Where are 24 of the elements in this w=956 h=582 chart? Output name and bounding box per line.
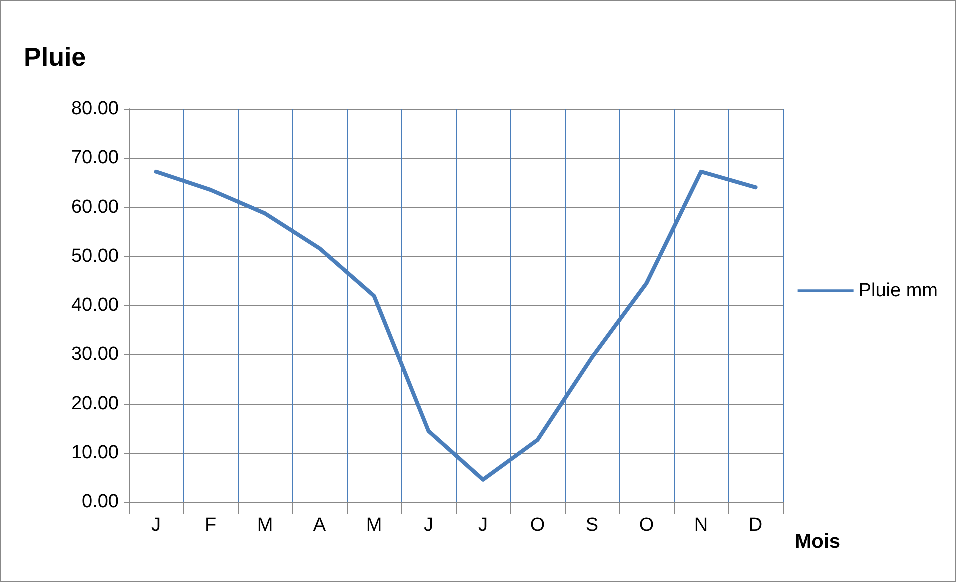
y-tick-label: 80.00 [71,98,119,120]
y-tick-label: 60.00 [71,196,119,218]
chart-title: Pluie [24,42,86,72]
x-tick-label: F [204,515,217,536]
y-tick-label: 10.00 [71,442,119,464]
legend-label: Pluie mm [858,280,938,302]
y-tick-label: 20.00 [71,393,119,414]
x-tick-label: J [478,515,488,536]
x-tick-label: A [313,515,326,536]
x-tick-label: S [586,515,599,536]
y-tick-label: 30.00 [71,344,119,366]
x-tick-label: J [424,515,434,536]
x-tick-label: N [694,515,708,536]
x-tick-label: M [257,515,274,536]
x-tick-label: M [366,515,382,536]
x-axis-title: Mois [795,531,841,553]
y-tick-label: 0.00 [82,492,119,512]
x-tick-label: O [639,515,654,536]
x-tick-label: D [748,515,763,536]
y-tick-label: 50.00 [71,246,119,267]
x-tick-label: O [530,515,546,536]
x-tick-label: J [152,515,161,536]
y-tick-label: 70.00 [71,148,119,169]
y-tick-label: 40.00 [71,295,119,316]
